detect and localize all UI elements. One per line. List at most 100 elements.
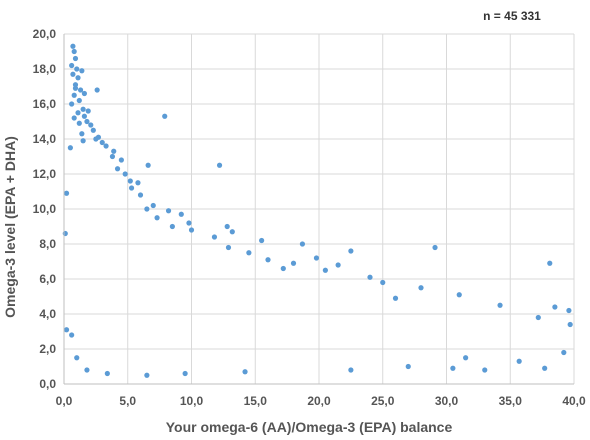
scatter-point [225,244,232,251]
scatter-point [154,215,160,221]
scatter-point [79,68,85,74]
y-tick-label: 10,0 [33,202,57,216]
scatter-point [72,85,79,91]
scatter-point [145,162,151,168]
scatter-point [547,260,553,266]
scatter-point [80,106,86,112]
scatter-point [348,367,354,373]
axes-layer [63,34,574,385]
scatter-point [418,285,424,291]
scatter-point [118,157,124,163]
scatter-point [335,262,341,268]
scatter-point [246,250,252,256]
scatter-point [70,71,76,77]
scatter-point [188,227,195,233]
scatter-point [76,97,82,104]
y-tick-label: 18,0 [33,62,57,76]
scatter-point [165,208,172,214]
scatter-point [70,43,76,49]
x-axis-title: Your omega-6 (AA)/Omega-3 (EPA) balance [166,419,453,435]
y-tick-label: 2,0 [39,342,56,356]
scatter-point [229,229,235,235]
x-tick-label: 5,0 [119,394,136,408]
x-tick-label: 10,0 [180,394,204,408]
scatter-point [497,302,503,308]
scatter-point [114,166,121,172]
scatter-point [122,171,128,177]
scatter-point [182,370,188,377]
scatter-point [104,370,110,377]
y-tick-label: 6,0 [39,272,56,286]
scatter-point [109,153,116,160]
x-tick-label: 0,0 [56,394,73,408]
scatter-point [186,220,192,226]
x-tick-label: 20,0 [307,394,331,408]
scatter-point [69,101,75,107]
scatter-point [88,122,94,128]
labels-layer: 0,0 5,0 10,0 15,0 20,0 25,0 30,0 35,0 40,0 0,0 2,0… [2,9,586,435]
scatter-point [74,355,80,361]
scatter-point [224,223,230,230]
scatter-point [535,314,541,321]
y-tick-label: 14,0 [33,132,57,146]
scatter-point [93,136,99,142]
scatter-point [216,162,223,168]
scatter-point [463,355,469,361]
scatter-point [561,349,567,356]
y-tick-label: 0,0 [39,377,56,391]
scatter-point [280,265,286,272]
scatter-point [75,75,81,81]
scatter-point [127,178,133,184]
x-tick-label: 15,0 [244,394,268,408]
scatter-point [63,327,70,333]
scatter-point [63,190,70,196]
scatter-point [67,145,73,151]
y-tick-label: 12,0 [33,167,57,181]
scatter-point [144,372,150,378]
scatter-point [137,192,144,198]
scatter-point [542,365,548,371]
points-layer [62,43,573,378]
scatter-point [265,257,271,263]
scatter-point [482,367,488,373]
y-tick-label: 16,0 [33,97,57,111]
scatter-point [81,113,87,119]
scatter-point [74,66,80,72]
scatter-point [84,118,90,125]
scatter-point [99,139,105,146]
scatter-point [62,230,68,237]
scatter-point [162,113,168,119]
scatter-point [81,90,87,97]
y-tick-label: 4,0 [39,307,56,321]
scatter-point [77,87,84,93]
scatter-point [259,237,265,244]
scatter-point [80,138,86,144]
scatter-point [76,120,82,126]
scatter-point [567,321,573,328]
scatter-point [111,148,117,154]
scatter-point [169,223,175,230]
scatter-point [242,369,248,375]
scatter-point [290,260,297,266]
sample-size-annotation: n = 45 331 [483,9,541,23]
scatter-point [456,292,462,298]
scatter-point [380,279,386,286]
scatter-point [79,131,85,137]
scatter-point [432,244,438,251]
scatter-point [405,363,411,370]
scatter-point [71,48,77,55]
scatter-point [75,110,81,116]
x-tick-label: 25,0 [371,394,395,408]
scatter-point [150,202,156,209]
scatter-point [367,274,373,280]
scatter-point [144,206,150,212]
scatter-point [566,307,572,314]
y-axis-title: Omega-3 level (EPA + DHA) [2,136,18,318]
scatter-point [516,358,522,364]
x-tick-label: 30,0 [435,394,459,408]
scatter-point [69,62,75,69]
scatter-point [322,267,328,273]
scatter-point [71,115,77,121]
